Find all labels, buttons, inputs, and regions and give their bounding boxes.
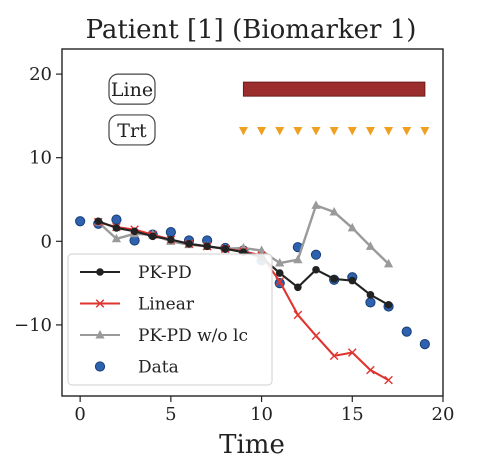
trt-label: Trt: [117, 120, 147, 142]
pk-pd-point: [148, 232, 157, 241]
data-point: [365, 297, 376, 308]
treatment-marker: [365, 126, 375, 136]
linear-point: [275, 277, 285, 286]
x-tick-label: 20: [432, 404, 455, 425]
trt-label-box: [108, 114, 156, 146]
pk-pd-point: [384, 301, 393, 309]
linear-point: [366, 365, 375, 375]
linear-point: [384, 375, 393, 385]
treatment-marker: [275, 126, 285, 136]
pk-pd-point: [366, 291, 375, 299]
x-tick-label: 15: [341, 404, 364, 425]
y-tick-label: 10: [29, 148, 52, 169]
pk-pd-w-o-lc-point: [111, 233, 122, 243]
treatment-marker: [384, 126, 394, 136]
pk-pd-w-o-lc-point: [311, 200, 321, 209]
treatment-marker: [238, 126, 248, 136]
legend-marker: [96, 268, 104, 276]
legend-label: PK-PD w/o lc: [138, 326, 248, 346]
pk-pd-point: [167, 235, 175, 244]
pk-pd-w-o-lc-point: [293, 254, 303, 264]
pk-pd-w-o-lc-point: [275, 258, 285, 267]
data-point: [310, 249, 322, 260]
linear-point: [347, 348, 357, 357]
pk-pd-w-o-lc-point: [347, 222, 357, 232]
pk-pd-point: [330, 275, 338, 283]
pk-pd-point: [185, 240, 193, 248]
x-axis-label: Time: [219, 430, 285, 460]
treatment-marker: [402, 126, 412, 136]
pk-pd-w-o-lc-point: [329, 207, 339, 216]
pk-pd-point: [203, 242, 211, 251]
pk-pd-point: [130, 227, 139, 236]
pk-pd-point: [275, 269, 284, 277]
line-label-box: [108, 73, 156, 105]
pk-pd-w-o-lc-point: [256, 245, 267, 255]
pk-pd-point: [221, 245, 230, 253]
y-tick-label: 0: [41, 231, 52, 252]
pk-pd-w-o-lc-point: [365, 241, 376, 250]
pk-pd-w-o-lc-point: [383, 258, 394, 268]
pk-pd-point: [294, 283, 302, 292]
pk-pd-point: [348, 276, 357, 285]
data-point: [165, 227, 176, 238]
treatment-marker: [329, 126, 339, 136]
treatment-marker: [420, 126, 430, 136]
linear-point: [311, 331, 321, 341]
x-tick-label: 0: [74, 404, 85, 425]
pk-pd-point: [94, 217, 103, 226]
chart-title: Patient [1] (Biomarker 1): [86, 15, 417, 45]
legend-marker: [94, 361, 106, 372]
y-tick-label: −10: [14, 315, 52, 336]
legend-marker: [95, 330, 105, 339]
axis-ticks: 0 5 10 15 20 −10 0 10 20: [14, 64, 454, 425]
line-label: Line: [111, 79, 153, 101]
legend: PK-PD Linear PK-PD w/o lc Data: [67, 253, 273, 386]
y-tick-label: 20: [29, 64, 52, 85]
pk-pd-point: [312, 265, 320, 274]
data-point: [75, 216, 86, 227]
legend-box: [67, 253, 273, 386]
linear-point: [293, 310, 303, 320]
legend-label: Data: [138, 358, 179, 378]
linear-point: [329, 351, 339, 361]
line-bar: [242, 81, 426, 97]
line-trt-annotations: Line Trt: [108, 73, 430, 146]
legend-marker: [95, 299, 105, 308]
treatment-marker: [293, 126, 303, 136]
x-tick-label: 10: [250, 404, 273, 425]
legend-label: PK-PD: [138, 263, 192, 283]
x-tick-label: 5: [165, 404, 176, 425]
treatment-marker: [257, 126, 267, 136]
treatment-marker: [311, 126, 321, 136]
pk-pd-point: [112, 224, 121, 232]
treatment-marker: [347, 126, 357, 136]
data-point: [401, 326, 412, 337]
data-point: [111, 214, 122, 225]
data-point: [419, 339, 430, 350]
legend-label: Linear: [138, 295, 195, 315]
